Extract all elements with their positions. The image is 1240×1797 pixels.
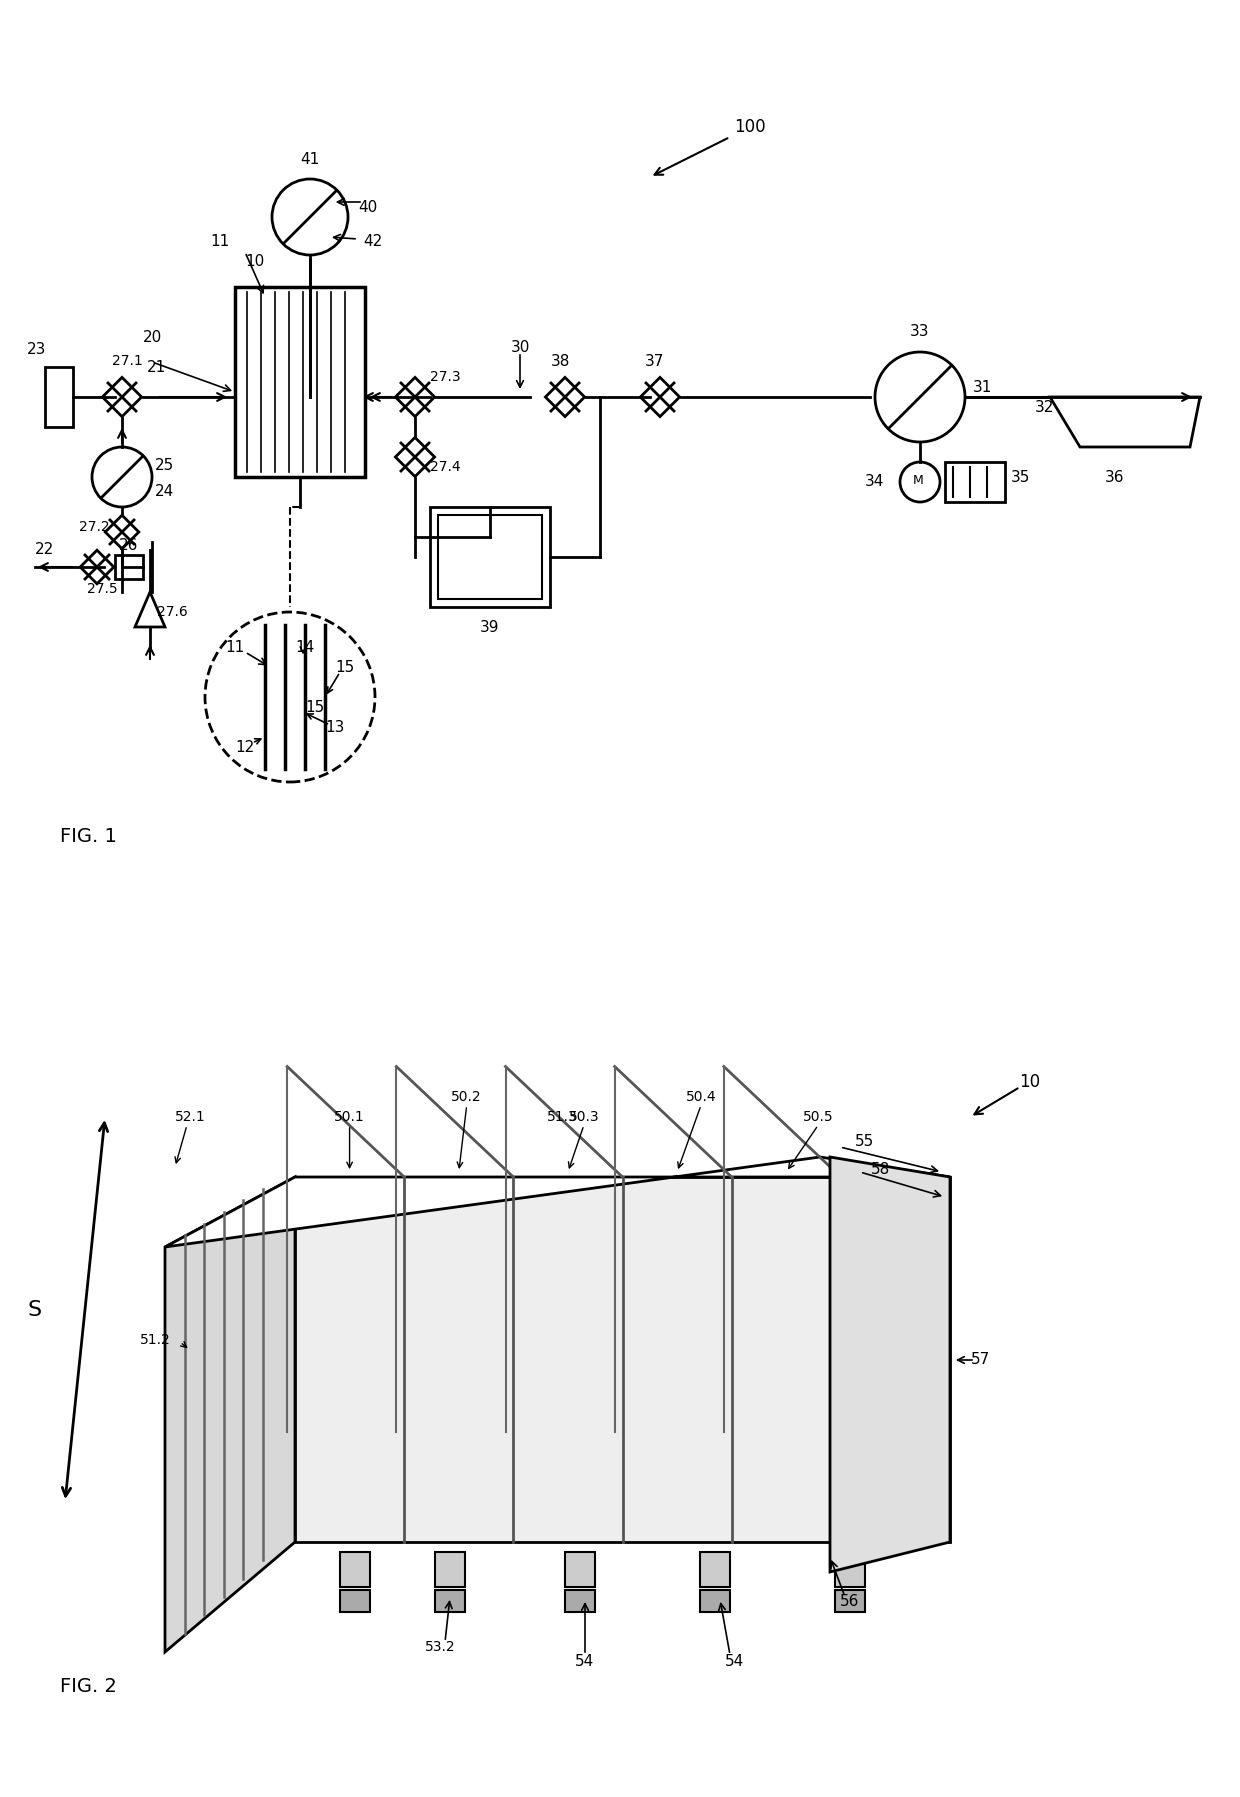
Text: 42: 42 (363, 234, 383, 250)
Text: 15: 15 (335, 659, 355, 674)
Text: 26: 26 (119, 537, 139, 552)
Polygon shape (165, 1157, 950, 1247)
Text: 55: 55 (856, 1134, 874, 1150)
Text: 50.4: 50.4 (686, 1091, 717, 1103)
Bar (340, 1590, 370, 1612)
Text: 50.2: 50.2 (451, 1091, 482, 1103)
Text: 13: 13 (325, 719, 345, 735)
Text: 36: 36 (1105, 469, 1125, 485)
Text: 27.2: 27.2 (78, 519, 109, 534)
Text: 50.1: 50.1 (335, 1111, 365, 1123)
Text: 22: 22 (36, 541, 55, 557)
Text: 100: 100 (734, 119, 766, 137)
Bar (45, 367, 73, 428)
Bar (236, 288, 365, 476)
Bar (435, 1590, 465, 1612)
Text: 54: 54 (725, 1655, 745, 1669)
Text: 23: 23 (27, 341, 47, 356)
Text: 37: 37 (645, 354, 665, 368)
Text: 35: 35 (1011, 469, 1029, 485)
Text: S: S (29, 1299, 42, 1321)
Text: 34: 34 (866, 474, 884, 489)
Polygon shape (830, 1157, 950, 1572)
Text: 21: 21 (148, 359, 166, 374)
Polygon shape (165, 1177, 295, 1651)
Text: 51.3: 51.3 (547, 1111, 578, 1123)
Text: 12: 12 (236, 740, 254, 755)
Text: 51.2: 51.2 (140, 1333, 170, 1348)
Text: 15: 15 (305, 699, 325, 715)
Text: 14: 14 (295, 640, 315, 654)
Text: 27.1: 27.1 (112, 354, 143, 368)
Text: 27.6: 27.6 (156, 606, 187, 618)
Bar (430, 507, 551, 607)
Bar (835, 1553, 866, 1587)
Text: 27.5: 27.5 (87, 582, 118, 597)
Bar (340, 1553, 370, 1587)
Text: 27.4: 27.4 (430, 460, 460, 474)
Circle shape (205, 613, 374, 782)
Text: 40: 40 (358, 199, 378, 214)
Text: 32: 32 (1035, 399, 1055, 415)
Bar (701, 1553, 730, 1587)
Bar (438, 516, 542, 598)
Text: 57: 57 (971, 1353, 990, 1368)
Text: 58: 58 (870, 1161, 889, 1177)
Text: 10: 10 (246, 255, 264, 270)
Text: 11: 11 (211, 234, 229, 250)
Text: 38: 38 (551, 354, 569, 368)
Bar (945, 462, 1004, 501)
Text: 41: 41 (300, 151, 320, 167)
Text: 10: 10 (1019, 1073, 1040, 1091)
Text: 11: 11 (226, 640, 244, 654)
Text: FIG. 2: FIG. 2 (60, 1678, 117, 1696)
Text: 31: 31 (973, 379, 993, 395)
Text: 30: 30 (511, 340, 529, 354)
Text: 39: 39 (480, 620, 500, 634)
Text: FIG. 1: FIG. 1 (60, 827, 117, 846)
Text: 53.2: 53.2 (424, 1641, 455, 1653)
Text: 33: 33 (910, 325, 930, 340)
Text: 27.3: 27.3 (430, 370, 460, 385)
Bar (701, 1590, 730, 1612)
Text: 54: 54 (575, 1655, 595, 1669)
Text: 56: 56 (841, 1594, 859, 1610)
Polygon shape (295, 1177, 950, 1542)
Text: 52.1: 52.1 (175, 1111, 206, 1123)
Bar (435, 1553, 465, 1587)
Text: 24: 24 (154, 485, 174, 500)
Bar (565, 1553, 595, 1587)
Text: 25: 25 (154, 458, 174, 473)
Text: 50.3: 50.3 (569, 1111, 599, 1123)
Text: M: M (913, 473, 924, 487)
Bar (835, 1590, 866, 1612)
Bar (565, 1590, 595, 1612)
Bar (115, 555, 143, 579)
Text: 20: 20 (143, 329, 161, 345)
Text: 50.5: 50.5 (804, 1111, 833, 1123)
